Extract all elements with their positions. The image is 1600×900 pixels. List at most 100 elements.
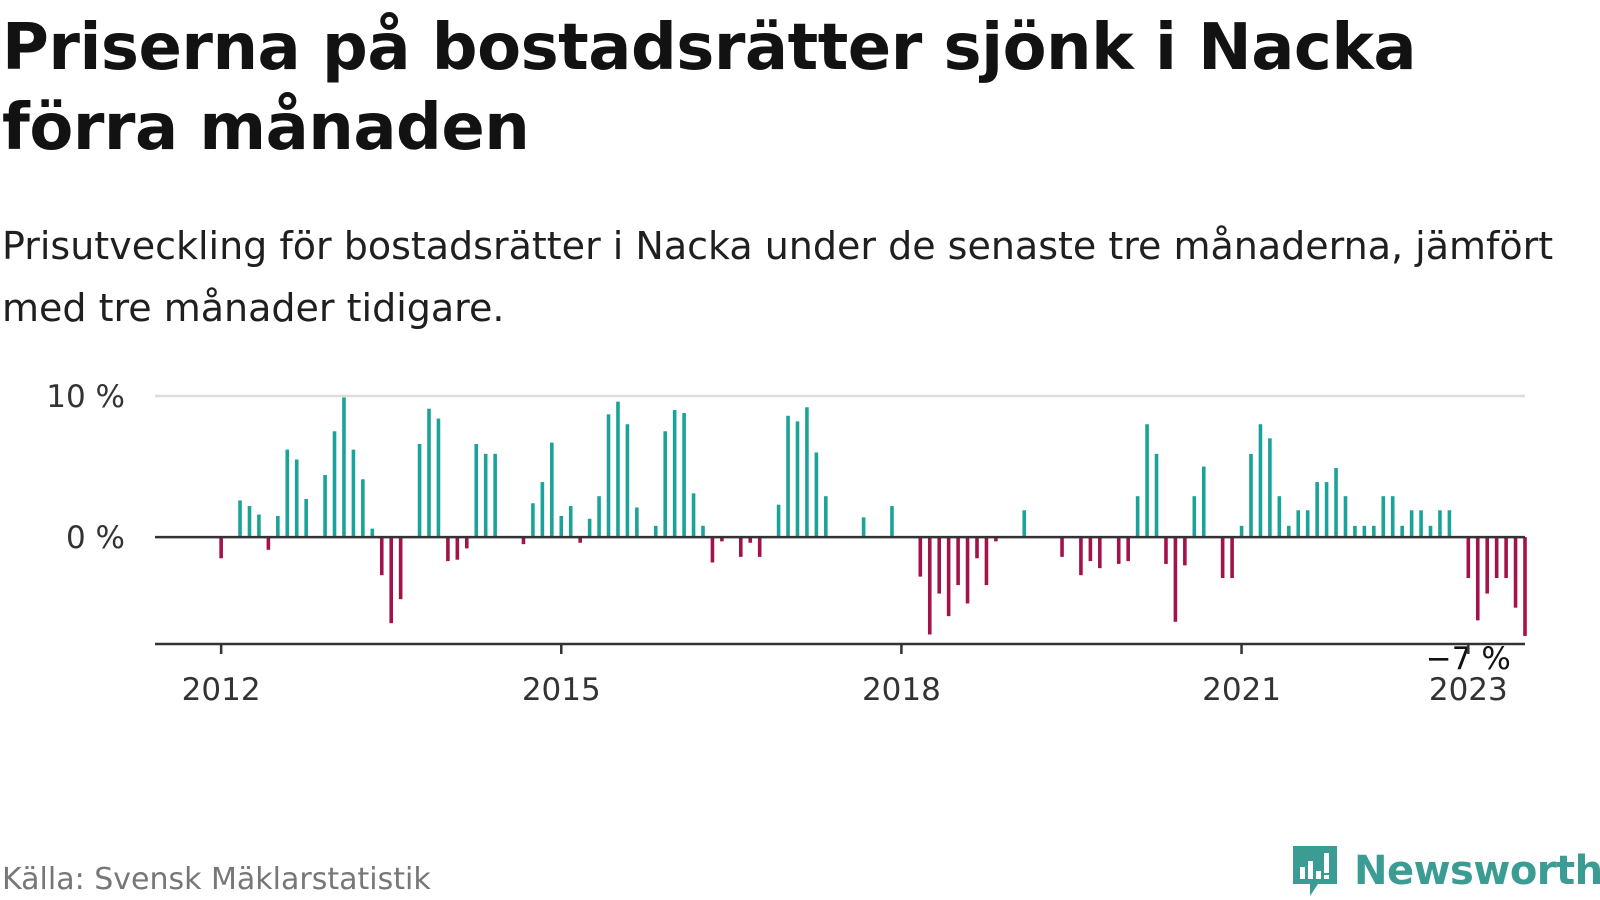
bar [1409,510,1414,538]
bar [455,537,460,560]
bar [946,537,951,617]
bar [427,408,431,538]
bar [597,496,601,538]
bar [304,499,308,538]
bar [824,496,828,538]
bar [994,537,998,542]
bar [1239,525,1244,538]
bar [1447,510,1452,538]
bar [1079,537,1083,576]
bar [635,507,639,538]
axes [155,535,1525,654]
bar [247,506,252,538]
bar [1466,537,1471,579]
bar [625,424,630,538]
bar [276,515,280,538]
bar [663,431,668,538]
bar [672,410,677,538]
bar [1315,482,1319,538]
bar [1286,525,1291,538]
bar [1060,537,1064,557]
bar [332,431,337,538]
bar [653,525,658,538]
bar [1362,525,1367,538]
bar [616,401,620,538]
bar [483,453,488,538]
source-note: Källa: Svensk Mäklarstatistik [2,862,431,897]
bar [1428,525,1433,538]
bar [805,407,809,538]
x-tick-label: 2012 [182,672,261,708]
bar [1201,466,1206,538]
bar [370,528,375,538]
bar [701,525,705,538]
bar [540,482,545,538]
bar [1390,496,1395,538]
bar [1485,537,1490,594]
bar [757,537,762,557]
bar [1098,537,1102,569]
labels: 10 %0 %2012 2015 2018 2021 2023−7 % [46,379,1511,708]
bar [1523,537,1527,636]
bar [795,421,800,538]
bar [1438,510,1442,538]
bars [219,397,1527,636]
bar [937,537,942,594]
bar [710,537,715,563]
bar [464,537,469,549]
bar [1277,496,1282,538]
bar [238,500,242,538]
bar [606,414,611,538]
bar [1192,496,1197,538]
y-tick-label: 0 % [66,520,125,556]
newsworthy-logo: Newsworthy [1290,842,1600,900]
bar [975,537,979,559]
bar [927,537,932,635]
bar [1258,424,1263,538]
logo-text: Newsworthy [1354,848,1600,894]
bar [1334,467,1338,538]
bar [814,452,819,538]
bar [1475,537,1480,621]
bar [323,475,327,538]
bar [861,517,866,538]
bar [1164,537,1168,564]
bar [578,537,582,543]
bar [389,537,394,624]
bar [786,415,790,538]
bar [1513,537,1518,608]
bar [1116,537,1121,564]
y-tick-label: 10 % [46,379,125,415]
bar [1324,482,1329,538]
bar [342,397,346,538]
bar [1419,510,1423,538]
bar [776,504,781,538]
bar [1494,537,1499,579]
bar [1230,537,1234,579]
bar [446,537,450,562]
bar [550,442,554,538]
bar [417,443,422,538]
bar [720,537,724,542]
bar [559,515,564,538]
bar [379,537,384,576]
x-tick-label: 2018 [862,672,941,708]
bar-chart: 10 %0 %2012 2015 2018 2021 2023−7 % [46,379,1527,708]
bar [1183,537,1187,566]
bar [1372,525,1376,538]
bar [1343,496,1348,538]
bar [1126,537,1130,562]
bar [1220,537,1225,579]
bar [956,537,960,586]
x-tick-label: 2021 [1202,672,1281,708]
bar [1173,537,1178,622]
bar [436,418,441,538]
bar [493,453,497,538]
bar [1381,496,1386,538]
bar [568,506,573,538]
chart-title: Priserna på bostadsrätter sjönk i Nacka … [2,11,1417,165]
bar [1249,453,1253,538]
x-tick-label: 2023 [1429,672,1508,708]
x-tick-label: 2015 [522,672,601,708]
